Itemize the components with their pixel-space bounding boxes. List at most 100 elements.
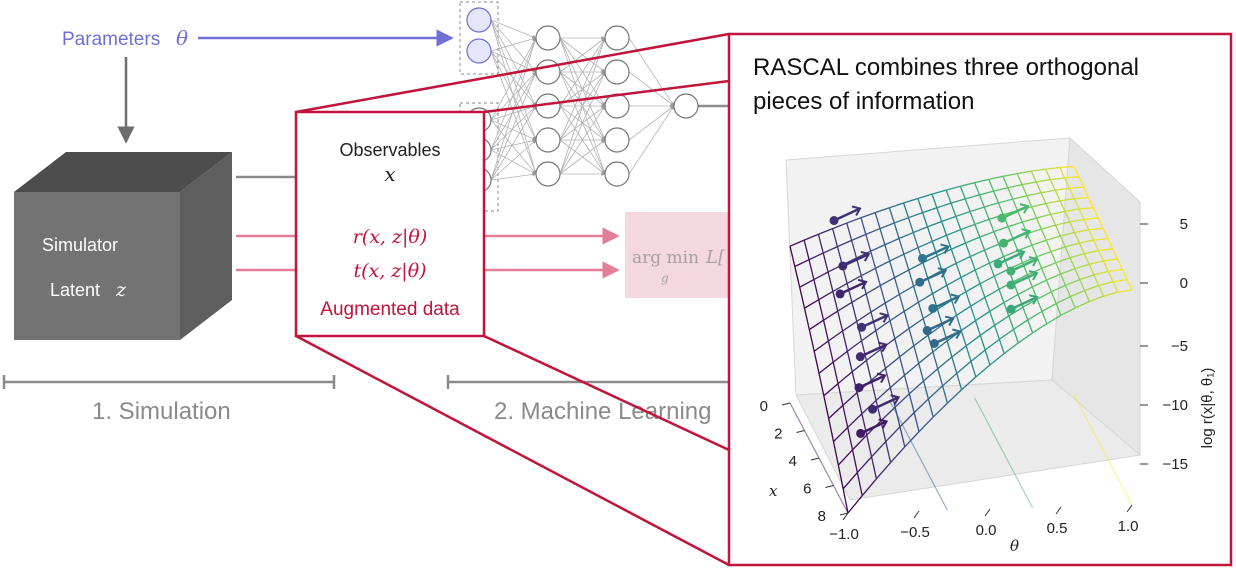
r-expression: r(x, z|θ) xyxy=(353,226,428,248)
surface-gridline-x xyxy=(946,185,961,191)
surface-gridline-x xyxy=(875,462,892,480)
score-arrow xyxy=(860,420,888,435)
simulator-title: Simulator xyxy=(42,235,118,255)
score-arrowhead xyxy=(950,293,961,304)
surface-gridline-x xyxy=(1003,293,1019,304)
observables-symbol: x xyxy=(384,162,395,186)
surface-gridline-x xyxy=(941,215,957,223)
ml-label: 2. Machine Learning xyxy=(494,398,711,425)
surface-gridline-x xyxy=(837,449,854,466)
surface-gridline-x xyxy=(942,372,958,387)
surface-gridline-x xyxy=(993,226,1009,233)
x-tick-mark xyxy=(796,430,805,433)
score-arrow xyxy=(842,252,870,268)
sample-point xyxy=(855,352,865,362)
score-arrowhead xyxy=(890,394,901,405)
surface-gridline-x xyxy=(1036,250,1052,258)
surface-gridline-x xyxy=(899,345,915,358)
score-arrow xyxy=(839,280,867,296)
surface-gridline-x xyxy=(998,328,1014,340)
score-arrowhead xyxy=(878,341,888,353)
surface-gridline-x xyxy=(842,392,858,406)
surface-gridline-x xyxy=(851,233,867,241)
theta-tick-label: 0.0 xyxy=(976,522,997,539)
surface-gridline-x xyxy=(1064,208,1080,212)
surface-gridline-x xyxy=(1046,235,1061,241)
surface-gridline-x xyxy=(1050,177,1065,181)
surface-gridline-x xyxy=(984,202,999,208)
theta-axis-ticks: −1.0 −0.5 0.0 0.5 1.0 xyxy=(829,504,1138,543)
surface-gridline-x xyxy=(1017,286,1033,296)
surface-gridline-x xyxy=(1032,279,1047,288)
score-arrowhead xyxy=(1015,248,1026,260)
neural-network xyxy=(459,1,729,212)
score-arrow xyxy=(858,374,886,389)
sample-point xyxy=(928,303,938,313)
parameters-text: Parameters xyxy=(62,29,160,50)
simulator-cube: Simulator Latent z xyxy=(14,152,232,340)
sample-point xyxy=(868,404,878,414)
surface-gridline-x xyxy=(823,310,839,321)
hidden-node xyxy=(604,127,630,153)
x-tick-mark xyxy=(810,457,820,461)
surface-gridline-x xyxy=(936,202,952,209)
surface-gridline-x xyxy=(979,231,995,238)
surface-gridline-x xyxy=(903,301,919,312)
surface-gridline-x xyxy=(899,285,914,295)
zoom-lines xyxy=(295,32,730,567)
surface-gridline-x xyxy=(951,345,967,358)
surface-gridline-x xyxy=(1017,170,1032,175)
surface-gridline-x xyxy=(989,302,1005,312)
z-tick-label: 5 xyxy=(1180,216,1188,233)
surface-gridline-x xyxy=(1064,176,1079,179)
z-tick-label: −5 xyxy=(1171,338,1188,355)
surface-gridline-x xyxy=(1074,300,1090,309)
loss-box: arg min L[ g xyxy=(625,212,735,298)
surface-gridline-x xyxy=(1074,196,1089,200)
surface-gridline-x xyxy=(932,402,948,418)
surface-gridline-x xyxy=(894,269,910,279)
surface-gridline-x xyxy=(970,296,986,307)
surface-gridline-x xyxy=(923,368,939,382)
surface-gridline-x xyxy=(832,222,848,230)
argmin-text: arg min xyxy=(632,248,699,268)
surface-gridline-x xyxy=(932,234,947,242)
surface-gridline-x xyxy=(975,310,991,322)
score-arrow xyxy=(1003,230,1031,245)
sample-point xyxy=(1006,280,1016,290)
surface-gridline-x xyxy=(1108,268,1123,272)
score-arrowhead xyxy=(860,250,871,262)
surface-gridline-x xyxy=(1079,207,1094,210)
surface-gridline-x xyxy=(898,231,914,240)
augmented-caption: Augmented data xyxy=(320,299,460,320)
surface-gridline-x xyxy=(1017,244,1033,252)
surface-gridline-x xyxy=(908,318,924,329)
surface-gridline-x xyxy=(1059,165,1075,169)
surface-gridline-x xyxy=(794,259,810,268)
surface-gridline-x xyxy=(993,187,1008,192)
surface-gridline-x xyxy=(870,302,886,313)
surface-gridline-x xyxy=(1055,221,1070,226)
surface-gridline-x xyxy=(1117,289,1133,293)
surface-gridline-x xyxy=(866,348,882,361)
hidden-node xyxy=(604,59,630,85)
z-axis-label: log r(x|θ, θ₁) xyxy=(1199,368,1216,449)
surface-gridline-x xyxy=(1012,195,1028,200)
surface-gridline-x xyxy=(860,267,876,277)
surface-gridline-x xyxy=(861,478,877,497)
t-expression: t(x, z|θ) xyxy=(353,260,426,282)
surface-gridline-x xyxy=(880,277,895,287)
simulation-bracket: 1. Simulation xyxy=(2,375,336,425)
score-arrow xyxy=(872,396,900,411)
surface-gridline-x xyxy=(818,290,834,301)
surface-gridline-x xyxy=(1084,249,1099,255)
x-tick-mark xyxy=(781,402,791,406)
surface-gridline-x xyxy=(1098,281,1114,287)
surface-gridline-x xyxy=(804,299,820,309)
simulation-label: 1. Simulation xyxy=(92,398,231,425)
surface-gridline-x xyxy=(913,398,929,414)
surface-gridline-x xyxy=(1060,268,1076,275)
sample-point xyxy=(922,326,932,336)
surface-gridline-x xyxy=(1032,323,1048,334)
